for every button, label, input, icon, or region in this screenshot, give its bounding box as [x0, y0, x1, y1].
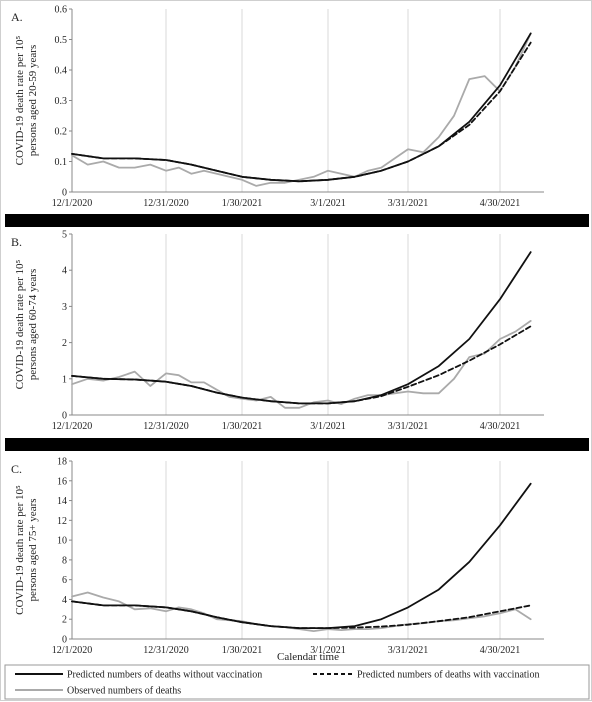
y-tick-label: 4 [62, 266, 67, 277]
y-tick-label: 12 [57, 516, 67, 527]
panel-label: A. [11, 10, 23, 24]
y-tick-label: 4 [62, 595, 67, 606]
separator-bar-2 [5, 438, 589, 451]
y-tick-label: 1 [62, 374, 67, 385]
x-tick-label: 3/1/2021 [310, 421, 346, 432]
y-tick-label: 0 [62, 411, 67, 422]
x-tick-label: 4/30/2021 [480, 645, 521, 656]
y-axis-label: COVID-19 death rate per 10⁵ [14, 259, 26, 389]
series-line-observed-deaths [71, 32, 532, 187]
y-tick-label: 0.1 [55, 157, 68, 168]
x-tick-label: 4/30/2021 [480, 421, 521, 432]
series-line-predicted-with-vaccination [71, 600, 532, 629]
y-tick-label: 2 [62, 615, 67, 626]
series-line-observed-deaths [71, 591, 532, 632]
y-tick-label: 0.3 [55, 96, 68, 107]
x-tick-label: 12/1/2020 [52, 198, 93, 209]
y-tick-label: 0.2 [55, 127, 68, 138]
x-tick-label: 4/30/2021 [480, 198, 521, 209]
y-tick-label: 0.4 [55, 66, 68, 77]
y-axis-label: persons aged 60-74 years [27, 269, 39, 381]
y-axis-label: persons aged 20-59 years [27, 45, 39, 157]
x-tick-label: 12/1/2020 [52, 645, 93, 656]
y-tick-label: 10 [57, 536, 67, 547]
chart-panel-2: B. 0 1 2 3 4 5 12/1/2020 12/31/2020 1/30/2021 3/1/… [11, 230, 544, 432]
chart-panel-3: C. 0 2 4 6 8 10 12 14 16 18 12/1/2020 12/31/2020 1/30… [11, 457, 544, 663]
separator-bar-1 [5, 214, 589, 227]
x-tick-label: 12/31/2020 [143, 421, 189, 432]
legend-label: Predicted numbers of deaths with vaccina… [357, 670, 539, 681]
y-tick-label: 2 [62, 338, 67, 349]
y-tick-label: 0 [62, 188, 67, 199]
legend-box [4, 664, 590, 700]
legend: Predicted numbers of deaths without vacc… [4, 664, 590, 700]
y-tick-label: 0.5 [55, 35, 68, 46]
series-line-predicted-with-vaccination [71, 41, 532, 183]
chart-panel-1: A. 0 0.1 0.2 0.3 0.4 0.5 0.6 12/1/2020 12/31/2020… [11, 5, 544, 209]
y-tick-label: 3 [62, 302, 67, 313]
x-tick-label: 1/30/2021 [222, 421, 263, 432]
y-tick-label: 0 [62, 635, 67, 646]
y-axis-label: COVID-19 death rate per 10⁵ [14, 35, 26, 165]
x-tick-label: 1/30/2021 [222, 645, 263, 656]
x-tick-label: 3/31/2021 [388, 645, 429, 656]
series-line-predicted-with-vaccination [71, 325, 532, 405]
x-tick-label: 1/30/2021 [222, 198, 263, 209]
x-tick-label: 12/31/2020 [143, 645, 189, 656]
x-tick-label: 3/31/2021 [388, 198, 429, 209]
x-tick-label: 12/1/2020 [52, 421, 93, 432]
legend-label: Observed numbers of deaths [67, 686, 181, 697]
y-tick-label: 8 [62, 555, 67, 566]
panel-label: C. [11, 462, 22, 476]
y-axis-label: persons aged 75+ years [27, 498, 39, 601]
x-tick-label: 3/31/2021 [388, 421, 429, 432]
y-axis-label: COVID-19 death rate per 10⁵ [14, 485, 26, 615]
y-tick-label: 5 [62, 230, 67, 241]
y-tick-label: 16 [57, 476, 67, 487]
series-line-observed-deaths [71, 319, 532, 409]
x-tick-label: 3/1/2021 [310, 198, 346, 209]
legend-label: Predicted numbers of deaths without vacc… [67, 670, 262, 681]
panel-label: B. [11, 235, 22, 249]
y-tick-label: 14 [57, 496, 67, 507]
x-tick-label: 12/31/2020 [143, 198, 189, 209]
y-tick-label: 0.6 [55, 5, 68, 16]
x-axis-title: Calendar time [277, 651, 339, 663]
x-tick-label: 3/1/2021 [310, 645, 346, 656]
y-tick-label: 18 [57, 457, 67, 468]
y-tick-label: 6 [62, 575, 67, 586]
